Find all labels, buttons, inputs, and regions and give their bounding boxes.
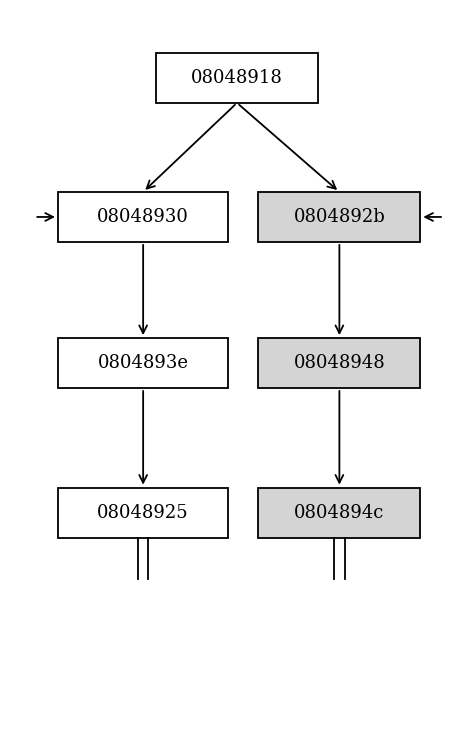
Bar (58, 338, 228, 388)
Text: 08048925: 08048925 (97, 504, 189, 522)
Text: 08048918: 08048918 (191, 69, 283, 87)
Bar (258, 338, 420, 388)
Text: 08048930: 08048930 (97, 208, 189, 226)
Bar (58, 488, 228, 538)
Text: 08048948: 08048948 (293, 354, 385, 372)
Bar (58, 192, 228, 242)
Bar (258, 488, 420, 538)
Text: 0804893e: 0804893e (98, 354, 189, 372)
Bar (156, 53, 318, 103)
Bar (258, 192, 420, 242)
Text: 0804892b: 0804892b (293, 208, 385, 226)
Text: 0804894c: 0804894c (294, 504, 384, 522)
